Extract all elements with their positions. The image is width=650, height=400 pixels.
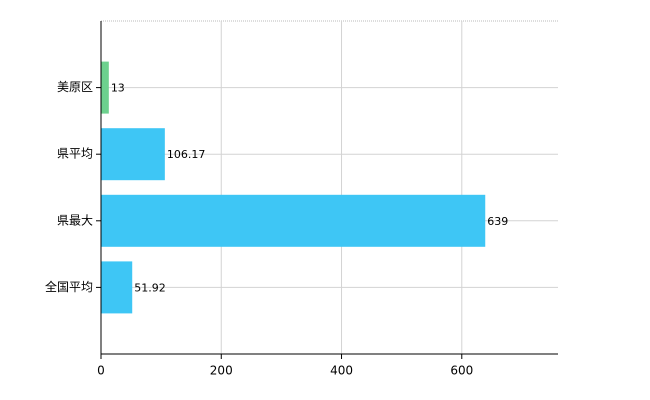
bar <box>101 194 486 247</box>
value-label: 639 <box>487 215 508 228</box>
value-label: 106.17 <box>167 148 206 161</box>
y-tick-label: 美原区 <box>57 80 93 94</box>
x-tick-label: 400 <box>330 364 353 378</box>
y-tick-label: 全国平均 <box>45 279 93 294</box>
value-label: 13 <box>111 82 125 95</box>
y-tick-label: 県最大 <box>57 213 93 227</box>
value-label: 51.92 <box>134 281 166 294</box>
y-tick-label: 県平均 <box>57 147 93 161</box>
x-tick-label: 0 <box>97 364 105 378</box>
x-tick-label: 600 <box>450 364 473 378</box>
x-tick-label: 200 <box>210 364 233 378</box>
bar <box>101 128 165 181</box>
bar <box>101 261 133 314</box>
bar <box>101 61 109 114</box>
